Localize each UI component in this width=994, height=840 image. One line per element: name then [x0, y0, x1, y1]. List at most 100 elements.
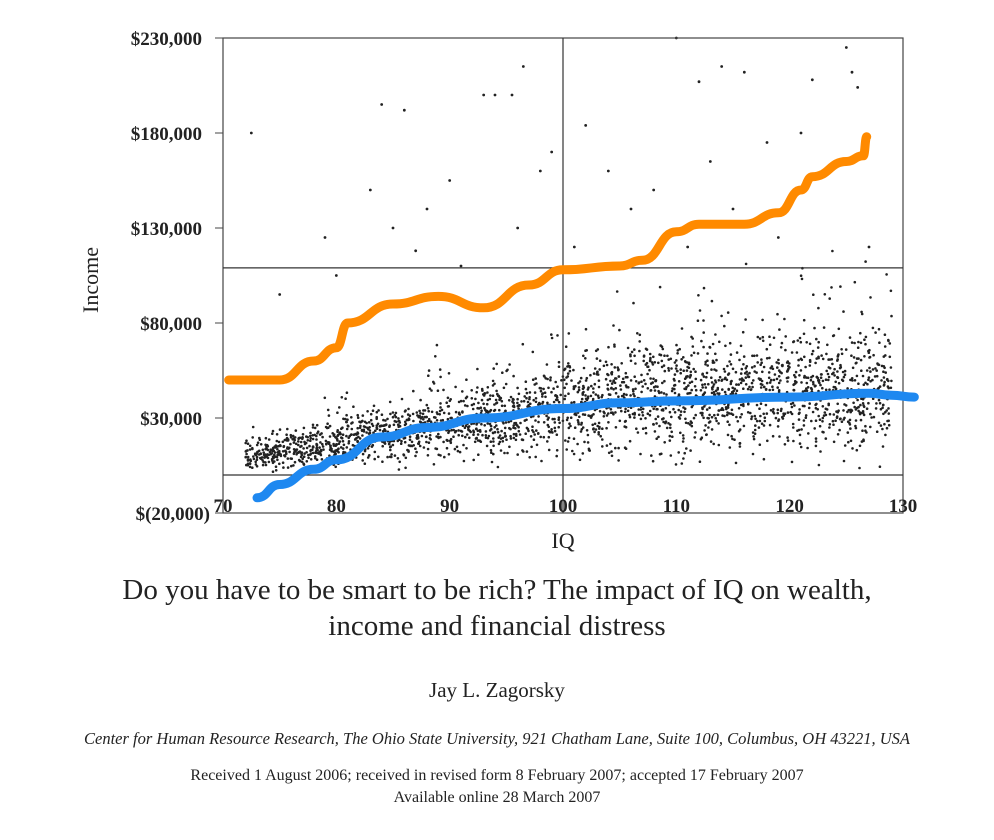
data-point: [690, 380, 694, 384]
data-point: [342, 443, 346, 447]
data-point: [244, 441, 247, 445]
data-point: [416, 414, 419, 417]
data-point: [808, 358, 812, 362]
data-point: [584, 379, 588, 382]
data-point: [634, 387, 637, 391]
data-point: [705, 408, 709, 411]
data-point: [361, 434, 364, 437]
data-point: [586, 433, 590, 437]
trend-lines: [224, 132, 919, 503]
data-point: [857, 405, 860, 409]
title-line-1: Do you have to be smart to be rich? The …: [122, 574, 872, 606]
data-point: [684, 417, 687, 421]
data-point: [610, 387, 613, 390]
data-point: [758, 419, 762, 423]
data-point: [646, 387, 650, 390]
data-point: [567, 332, 571, 335]
data-point: [640, 373, 643, 377]
data-point: [730, 408, 734, 412]
data-point: [352, 405, 355, 409]
data-point: [820, 354, 823, 357]
data-point: [623, 446, 627, 450]
data-point: [440, 408, 444, 412]
data-point: [824, 437, 828, 440]
data-point: [814, 444, 818, 448]
data-point: [463, 426, 467, 430]
data-point: [774, 416, 778, 420]
data-point: [537, 415, 540, 418]
data-point: [274, 465, 278, 469]
data-point: [761, 318, 764, 322]
data-point: [476, 433, 480, 436]
data-point: [739, 403, 743, 407]
data-point: [697, 294, 700, 297]
data-point: [706, 416, 709, 420]
data-point: [464, 424, 468, 428]
outlier-point: [867, 245, 871, 249]
data-point: [691, 337, 694, 340]
data-point: [752, 437, 756, 441]
data-point: [340, 436, 343, 439]
data-point: [485, 402, 489, 406]
data-point: [803, 389, 807, 393]
data-point: [295, 448, 299, 451]
data-point: [293, 438, 297, 442]
data-point: [593, 367, 597, 370]
data-point: [731, 386, 734, 390]
data-point: [815, 375, 819, 379]
outlier-point: [334, 274, 338, 277]
data-point: [298, 459, 302, 463]
data-point: [832, 385, 836, 389]
data-point: [662, 420, 665, 424]
data-point: [445, 401, 449, 405]
y-tick-label: $230,000: [131, 29, 202, 50]
data-point: [758, 443, 762, 447]
data-point: [828, 358, 832, 361]
data-point: [723, 414, 726, 418]
data-point: [833, 374, 836, 377]
data-point: [649, 377, 652, 380]
data-point: [598, 359, 602, 363]
data-point: [409, 444, 413, 448]
data-point: [758, 337, 762, 340]
data-point: [435, 435, 438, 438]
data-point: [370, 422, 374, 426]
data-point: [512, 374, 515, 378]
data-point: [553, 417, 556, 421]
data-point: [668, 439, 672, 442]
data-point: [682, 369, 685, 373]
data-point: [484, 434, 488, 437]
data-point: [700, 339, 703, 343]
data-point: [315, 458, 319, 462]
outlier-point: [731, 207, 735, 211]
data-point: [827, 378, 830, 382]
data-point: [694, 370, 697, 374]
data-point: [768, 343, 772, 347]
data-point: [535, 382, 538, 385]
data-point: [848, 336, 852, 339]
data-point: [415, 437, 419, 440]
data-point: [871, 368, 875, 371]
data-point: [800, 381, 803, 384]
data-point: [850, 377, 854, 380]
data-point: [777, 389, 781, 392]
data-point: [311, 445, 315, 448]
x-tick-label: 110: [663, 496, 690, 517]
data-point: [251, 466, 254, 470]
data-point: [710, 381, 714, 384]
data-point: [550, 390, 553, 394]
data-point: [509, 434, 512, 438]
data-point: [623, 425, 626, 428]
data-point: [803, 404, 806, 408]
data-point: [550, 428, 553, 431]
data-point: [569, 424, 572, 428]
data-point: [282, 466, 285, 469]
outlier-point: [572, 245, 576, 249]
data-point: [526, 405, 529, 408]
data-point: [266, 444, 270, 448]
data-point: [776, 366, 779, 369]
data-point: [784, 335, 787, 338]
data-point: [763, 419, 767, 423]
data-point: [799, 357, 803, 361]
data-point: [315, 451, 319, 455]
